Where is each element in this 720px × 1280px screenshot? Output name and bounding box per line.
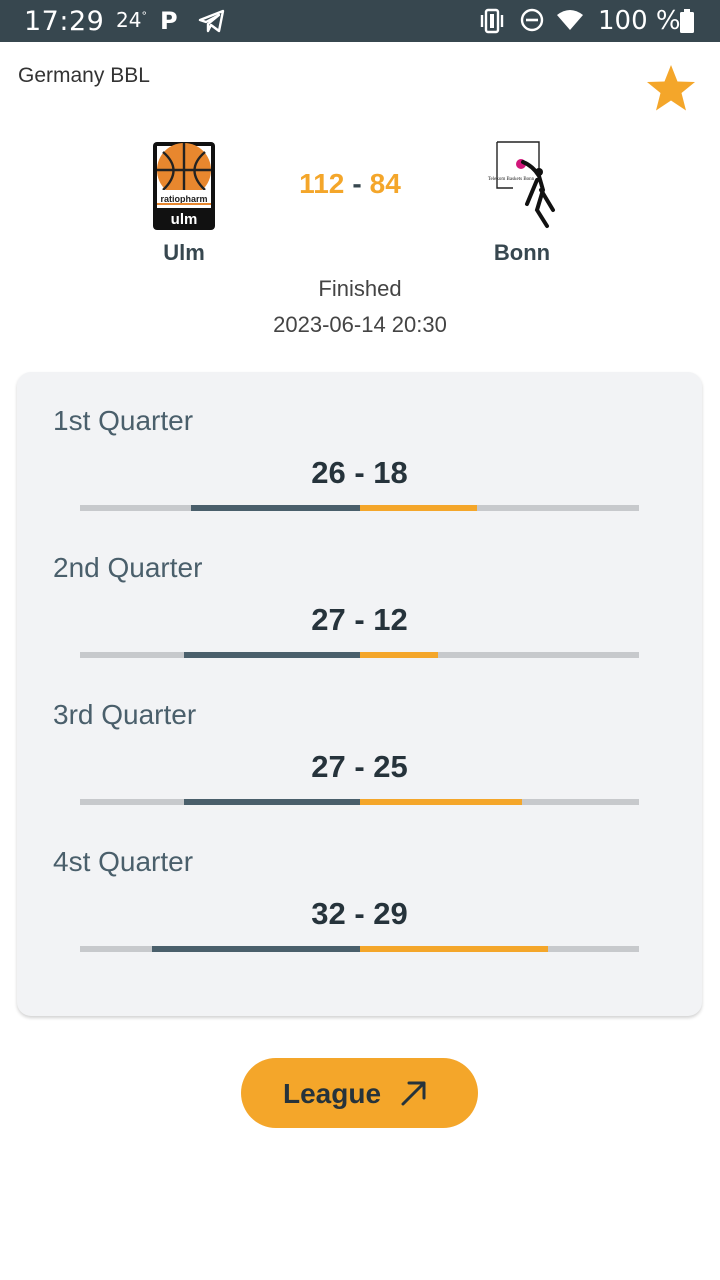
quarter-score: 26 - 18 xyxy=(311,455,408,490)
svg-text:ratiopharm: ratiopharm xyxy=(160,194,207,204)
battery-icon xyxy=(680,9,694,33)
match-score: 112-84 xyxy=(280,168,420,200)
quarter-home-bar xyxy=(184,799,360,805)
quarter-label: 1st Quarter xyxy=(53,405,194,436)
league-button[interactable]: League xyxy=(241,1058,478,1128)
quarter-bar xyxy=(80,946,639,952)
star-icon[interactable] xyxy=(644,62,698,116)
quarter-label: 3rd Quarter xyxy=(53,699,197,730)
league-name: Germany BBL xyxy=(18,64,150,87)
home-team-name: Ulm xyxy=(163,240,205,265)
quarter-away-bar xyxy=(359,505,477,511)
quarter-bar xyxy=(80,652,639,658)
status-bar: 17:29 24° P 100 % xyxy=(0,0,720,42)
quarter-away-bar xyxy=(359,652,438,658)
bonn-logo: Telekom Baskets Bonn xyxy=(488,141,555,228)
status-time: 17:29 xyxy=(24,6,105,37)
do-not-disturb-icon xyxy=(520,8,544,32)
quarter-row: 2nd Quarter 27 - 12 xyxy=(17,552,702,692)
quarters-card: 1st Quarter 26 - 18 2nd Quarter 27 - 12 … xyxy=(17,372,702,1016)
parking-icon: P xyxy=(160,7,178,35)
svg-text:Telekom Baskets Bonn: Telekom Baskets Bonn xyxy=(488,177,535,182)
quarter-home-bar xyxy=(151,946,360,952)
match-datetime: 2023-06-14 20:30 xyxy=(273,312,447,337)
quarter-away-bar xyxy=(359,799,522,805)
quarter-bar xyxy=(80,505,639,511)
quarter-label: 2nd Quarter xyxy=(53,552,203,583)
away-team-name: Bonn xyxy=(493,240,551,265)
quarter-score: 32 - 29 xyxy=(311,896,408,931)
quarter-label: 4st Quarter xyxy=(53,846,194,877)
away-team: Telekom Baskets Bonn Bonn xyxy=(452,140,592,266)
status-temperature: 24° xyxy=(116,8,147,32)
league-button-label: League xyxy=(283,1078,382,1109)
wifi-icon xyxy=(557,10,583,30)
arrow-up-right-icon xyxy=(401,1081,426,1106)
match-status: Finished xyxy=(318,276,402,301)
home-score: 112 xyxy=(299,168,345,199)
quarter-row: 4st Quarter 32 - 29 xyxy=(17,846,702,986)
quarter-row: 1st Quarter 26 - 18 xyxy=(17,405,702,545)
quarter-home-bar xyxy=(184,652,360,658)
score-separator: - xyxy=(352,168,362,199)
home-team: ratiopharm ulm Ulm xyxy=(114,140,254,266)
quarter-away-bar xyxy=(359,946,548,952)
battery-percent: 100 % xyxy=(598,6,681,36)
vibrate-icon xyxy=(480,8,504,34)
quarter-home-bar xyxy=(190,505,360,511)
quarter-bar xyxy=(80,799,639,805)
svg-text:ulm: ulm xyxy=(171,211,198,228)
quarter-score: 27 - 12 xyxy=(311,602,408,637)
away-score: 84 xyxy=(369,168,401,199)
ulm-logo: ratiopharm ulm xyxy=(153,142,215,230)
quarter-row: 3rd Quarter 27 - 25 xyxy=(17,699,702,839)
telegram-icon xyxy=(198,9,225,33)
quarter-score: 27 - 25 xyxy=(311,749,408,784)
